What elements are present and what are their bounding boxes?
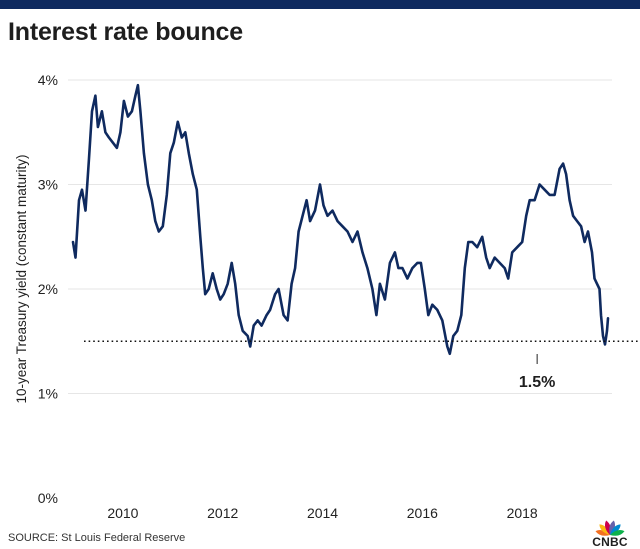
cnbc-logo-text: CNBC bbox=[592, 535, 628, 549]
y-tick-label-2: 2% bbox=[38, 281, 58, 297]
chart-title: Interest rate bounce bbox=[8, 18, 243, 46]
y-tick-label-3: 3% bbox=[38, 177, 58, 193]
source-note: SOURCE: St Louis Federal Reserve bbox=[8, 532, 186, 544]
x-tick-label-0: 2010 bbox=[107, 505, 138, 521]
x-tick-label-4: 2018 bbox=[507, 505, 538, 521]
peacock-feather-3 bbox=[609, 520, 616, 535]
axes: 0% 1% 2% 3% 4% 2010 2012 2014 2016 2018 10-year Tr… bbox=[14, 72, 538, 521]
series bbox=[71, 83, 610, 356]
peacock-feather-1 bbox=[599, 524, 610, 535]
top-accent-bar bbox=[0, 0, 640, 9]
cnbc-logo: CNBC bbox=[582, 508, 638, 549]
y-axis-label: 10-year Treasury yield (constant maturit… bbox=[14, 154, 29, 403]
peacock-feather-0 bbox=[595, 529, 610, 536]
gridlines bbox=[68, 79, 612, 394]
series-line-0 bbox=[71, 83, 610, 356]
y-tick-label-0: 0% bbox=[38, 490, 58, 506]
x-tick-label-1: 2012 bbox=[207, 505, 238, 521]
peacock-feather-5 bbox=[610, 529, 625, 536]
x-tick-label-2: 2014 bbox=[307, 505, 338, 521]
peacock-feather-4 bbox=[610, 524, 621, 535]
y-tick-label-4: 4% bbox=[38, 72, 58, 88]
y-tick-label-1: 1% bbox=[38, 386, 58, 402]
cnbc-peacock-icon bbox=[595, 520, 625, 536]
annotations: 1.5% bbox=[84, 340, 638, 391]
x-tick-label-3: 2016 bbox=[407, 505, 438, 521]
annotation-label: 1.5% bbox=[519, 374, 555, 391]
